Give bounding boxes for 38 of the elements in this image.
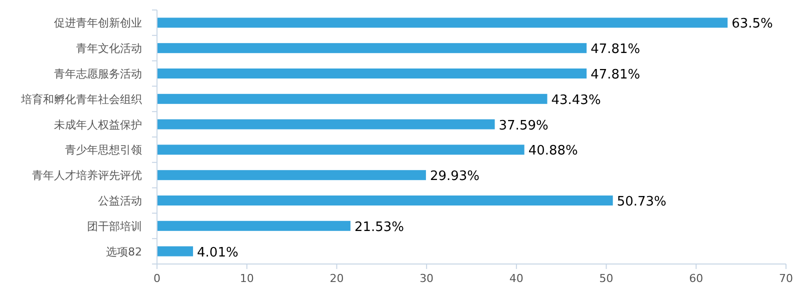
bar bbox=[157, 119, 495, 130]
data-label: 50.73% bbox=[616, 194, 666, 210]
y-tick-label: 选项82 bbox=[106, 245, 142, 258]
data-label: 47.81% bbox=[590, 68, 640, 82]
x-tick-label: 20 bbox=[330, 272, 344, 285]
x-tick-label: 0 bbox=[154, 272, 160, 285]
bar bbox=[157, 18, 728, 28]
bar bbox=[157, 144, 524, 155]
bar bbox=[157, 94, 548, 104]
y-tick-label: 青年志愿服务活动 bbox=[54, 68, 142, 80]
y-tick-label: 青少年思想引领 bbox=[65, 144, 142, 157]
y-tick-label: 青年人才培养评先评优 bbox=[32, 169, 142, 182]
x-tick-label: 60 bbox=[689, 272, 704, 285]
bar bbox=[157, 170, 426, 180]
y-tick-label: 公益活动 bbox=[98, 194, 142, 208]
data-label: 21.53% bbox=[354, 220, 404, 235]
data-label: 43.43% bbox=[551, 92, 601, 108]
data-label: 37.59% bbox=[498, 118, 548, 134]
data-label: 4.01% bbox=[197, 245, 238, 260]
data-label: 47.81% bbox=[590, 42, 640, 58]
y-tick-label: 青年文化活动 bbox=[76, 42, 142, 56]
x-tick-label: 50 bbox=[599, 272, 614, 285]
x-tick-label: 30 bbox=[420, 272, 434, 285]
bar bbox=[157, 196, 613, 206]
y-tick-label: 促进青年创新创业 bbox=[54, 16, 142, 30]
bar bbox=[157, 68, 587, 78]
x-tick-label: 10 bbox=[240, 272, 254, 285]
y-tick-label: 未成年人权益保护 bbox=[54, 118, 142, 132]
y-tick-label: 团干部培训 bbox=[87, 220, 142, 233]
data-label: 40.88% bbox=[528, 144, 578, 159]
y-tick-label: 培育和孵化青年社会组织 bbox=[20, 92, 142, 106]
x-tick-label: 40 bbox=[509, 272, 524, 285]
bar bbox=[157, 43, 587, 54]
bar bbox=[157, 220, 350, 231]
data-label: 29.93% bbox=[430, 169, 480, 184]
x-tick-label: 70 bbox=[779, 272, 793, 285]
data-label: 63.5% bbox=[732, 16, 773, 32]
bar bbox=[157, 246, 194, 256]
